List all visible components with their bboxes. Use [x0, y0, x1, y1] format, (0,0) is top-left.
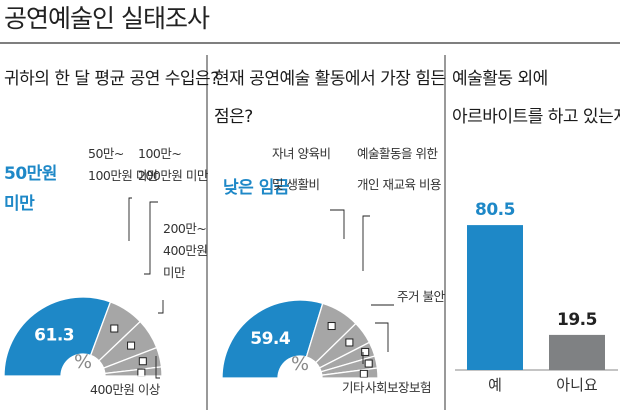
panel2-title-line: 점은?: [214, 107, 253, 127]
slice-label-highlight: 미만: [4, 194, 35, 214]
slice-label: 개인 재교육 비용: [357, 177, 441, 192]
slice-label: 주거 불안: [397, 289, 445, 304]
slice-label: 기타: [342, 380, 365, 395]
bar-value-label: 80.5: [475, 200, 515, 220]
leader-marker: [137, 368, 146, 377]
slice-label: 미만: [163, 265, 186, 280]
slice-label: 사회보장보험: [365, 380, 431, 395]
pie-slice: [3, 296, 112, 377]
leader-line: [144, 201, 158, 275]
bar-category-label: 예: [488, 376, 502, 394]
bar: [467, 225, 523, 370]
bar-chart-parttime: 80.5 예 19.5 아니요: [455, 200, 618, 394]
leader-marker: [364, 359, 373, 368]
panel3-title-line: 아르바이트를 하고 있는지?: [452, 107, 620, 127]
panel1-title: 귀하의 한 달 평균 공연 수입은?: [4, 69, 219, 89]
slice-label: 예술활동을 위한: [357, 146, 438, 161]
leader-marker: [361, 347, 370, 356]
page-title: 공연예술인 실태조사: [4, 4, 210, 33]
leader-marker: [138, 357, 147, 366]
slice-value-label: 61.3: [34, 326, 74, 346]
panel3-title-line: 예술활동 외에: [452, 69, 548, 89]
leader-marker: [359, 369, 368, 378]
panel2-title-line: 현재 공연예술 활동에서 가장 힘든: [214, 69, 446, 89]
leader-line: [330, 209, 345, 239]
leader-line: [158, 300, 164, 314]
slice-label: 50만~: [88, 146, 124, 161]
center-percent-label: %: [74, 351, 92, 373]
slice-label: 200만원 미만: [138, 168, 209, 183]
slice-value-label: 59.4: [250, 329, 291, 349]
slice-label: 400만원 이상: [90, 382, 161, 397]
leader-line: [375, 322, 389, 352]
leader-marker: [110, 324, 119, 333]
bar: [549, 334, 605, 370]
leader-marker: [345, 338, 354, 347]
pie-slice: [221, 299, 324, 379]
leader-marker: [327, 322, 336, 331]
slice-label-highlight: 50만원: [4, 164, 57, 184]
center-percent-label: %: [291, 353, 309, 375]
slice-label: 자녀 양육비: [272, 146, 330, 161]
bar-value-label: 19.5: [557, 310, 597, 330]
slice-label: 100만원 미만: [88, 168, 159, 183]
slice-label: 및 생활비: [272, 177, 319, 192]
slice-label: 400만원: [163, 243, 207, 258]
leader-line: [362, 215, 370, 271]
leader-line: [155, 356, 160, 379]
slice-label: 100만~: [138, 146, 181, 161]
slice-label-highlight: 낮은 임금: [223, 177, 290, 198]
leader-line: [128, 197, 132, 241]
slice-label: 200만~: [163, 221, 206, 236]
bar-category-label: 아니요: [556, 376, 598, 394]
leader-marker: [127, 341, 136, 350]
